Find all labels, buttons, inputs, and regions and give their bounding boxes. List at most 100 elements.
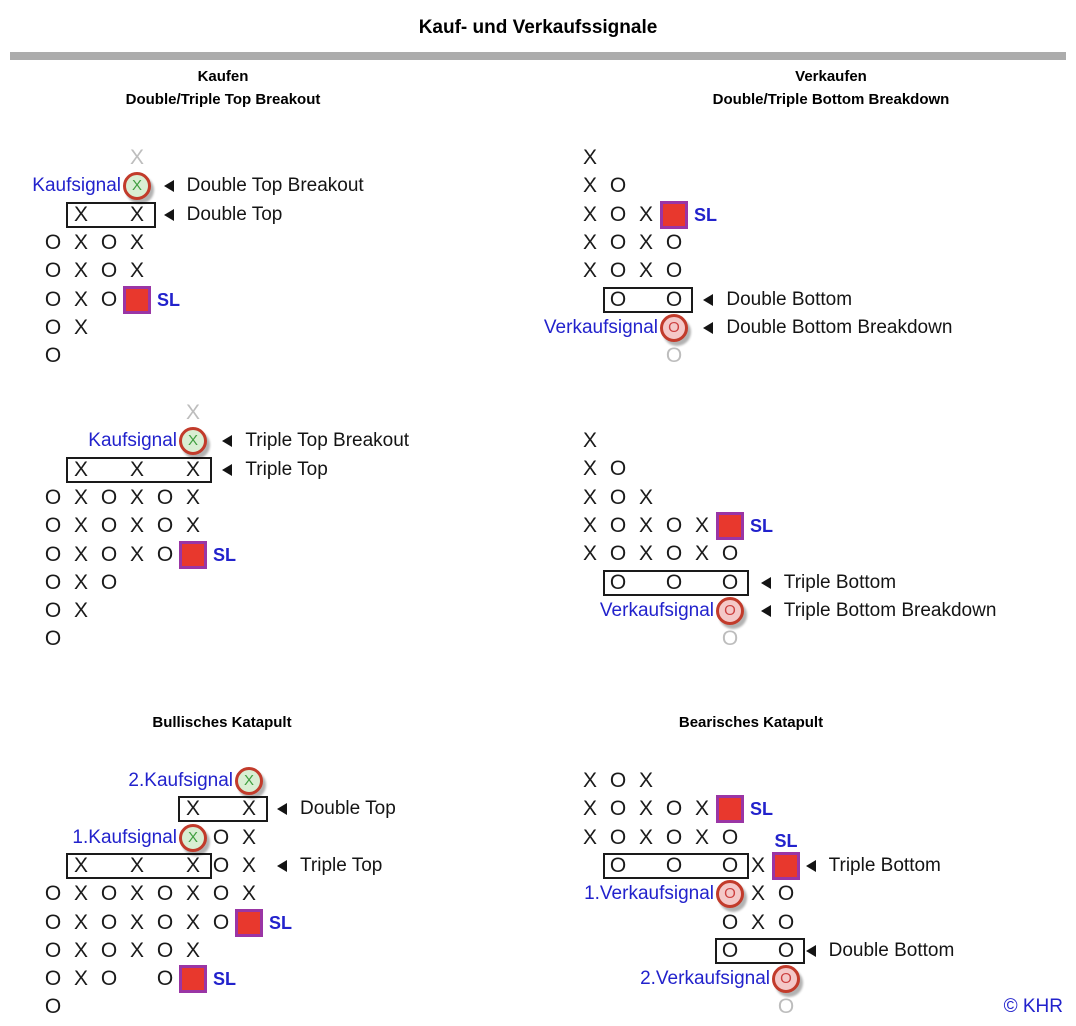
pf-x-glyph: X xyxy=(185,853,200,877)
pf-o-glyph: O xyxy=(665,825,683,849)
pf-o-glyph: O xyxy=(721,853,739,877)
pf-o-glyph: O xyxy=(44,967,62,991)
pf-o-glyph: O xyxy=(100,287,118,311)
pf-o-glyph: O xyxy=(609,174,627,198)
pf-o-glyph: O xyxy=(665,230,683,254)
bullish-catapult-header: Bullisches Katapult xyxy=(152,714,292,731)
arrow-left-icon xyxy=(805,859,816,872)
pf-o-glyph: O xyxy=(100,485,118,509)
pf-o-glyph: O xyxy=(156,542,174,566)
pf-o-glyph: O xyxy=(156,910,174,934)
pf-x-glyph: X xyxy=(73,853,88,877)
pf-x-glyph: X xyxy=(694,797,709,821)
pf-o-glyph: O xyxy=(100,570,118,594)
pf-o-glyph: O xyxy=(44,910,62,934)
pf-o-glyph: O xyxy=(609,542,627,566)
pf-o-glyph: O xyxy=(665,542,683,566)
note-label: Triple Bottom xyxy=(828,854,941,876)
buy-section-header: Kaufen Double/Triple Top Breakout xyxy=(23,65,423,111)
stop-loss-square xyxy=(716,795,744,824)
stop-loss-label: SL xyxy=(157,289,181,310)
pf-x-glyph: X xyxy=(638,230,653,254)
arrow-left-icon xyxy=(163,180,174,193)
stop-loss-label: SL xyxy=(774,830,798,851)
pf-o-glyph: O xyxy=(156,882,174,906)
signal-label: Verkaufsignal xyxy=(543,316,658,338)
pattern-box xyxy=(715,937,805,964)
arrow-left-icon xyxy=(222,435,233,448)
sell-signal-marker: O xyxy=(716,880,744,909)
pf-o-glyph: O xyxy=(44,259,62,283)
pf-o-glyph: O xyxy=(44,485,62,509)
pf-x-glyph: X xyxy=(129,938,144,962)
pf-o-glyph: O xyxy=(721,938,739,962)
buy-signal-marker: X xyxy=(179,427,207,456)
pf-o-glyph: O xyxy=(721,542,739,566)
note-label: Triple Top xyxy=(245,458,328,480)
arrow-left-icon xyxy=(805,944,816,957)
stop-loss-square xyxy=(179,965,207,994)
pf-o-glyph: O xyxy=(156,967,174,991)
pf-x-glyph: X xyxy=(129,259,144,283)
pf-x-glyph: X xyxy=(582,797,597,821)
pf-x-glyph: X xyxy=(582,485,597,509)
pf-x-glyph: X xyxy=(582,769,597,792)
sell-signal-marker: O xyxy=(716,596,744,625)
pf-o-glyph-faded: O xyxy=(777,995,795,1019)
pf-o-glyph: O xyxy=(100,938,118,962)
pf-x-glyph: X xyxy=(638,769,653,792)
pf-x-glyph: X xyxy=(582,202,597,226)
pf-x-glyph: X xyxy=(73,514,88,538)
pattern-box xyxy=(66,852,212,879)
pf-x-glyph: X xyxy=(73,315,88,339)
pf-x-glyph: X xyxy=(73,910,88,934)
pattern-box xyxy=(66,201,156,228)
arrow-left-icon xyxy=(277,859,287,872)
stop-loss-label: SL xyxy=(750,799,774,820)
note-label: Triple Top Breakout xyxy=(245,430,410,452)
pf-x-glyph: X xyxy=(73,259,88,283)
stop-loss-label: SL xyxy=(269,912,293,933)
pf-o-glyph: O xyxy=(609,202,627,226)
arrow-left-icon xyxy=(163,208,174,221)
pf-o-glyph: O xyxy=(156,514,174,538)
note-label: Triple Bottom xyxy=(783,571,897,593)
arrow-left-icon xyxy=(760,604,771,617)
pf-x-glyph: X xyxy=(129,485,144,509)
pf-x-glyph: X xyxy=(638,797,653,821)
pf-x-glyph: X xyxy=(694,513,709,537)
pf-o-glyph: O xyxy=(609,485,627,509)
stop-loss-label: SL xyxy=(213,544,237,565)
pattern-box xyxy=(603,286,693,313)
pf-x-glyph: X xyxy=(241,882,256,906)
pf-o-glyph: O xyxy=(777,882,795,906)
arrow-left-icon xyxy=(760,576,771,589)
pf-o-glyph: O xyxy=(44,599,62,623)
pf-o-glyph: O xyxy=(100,910,118,934)
pf-x-glyph: X xyxy=(73,202,88,226)
pf-o-glyph: O xyxy=(609,570,627,594)
buy-header-line2: Double/Triple Top Breakout xyxy=(125,91,321,108)
pf-o-glyph: O xyxy=(609,513,627,537)
signal-label: 1.Kaufsignal xyxy=(72,826,177,848)
buy-signal-marker: X xyxy=(235,767,263,795)
stop-loss-square xyxy=(123,285,151,314)
pf-o-glyph: O xyxy=(665,853,683,877)
note-label: Triple Top xyxy=(300,854,383,876)
pf-x-glyph: X xyxy=(73,230,88,254)
pattern-box xyxy=(603,852,749,879)
pf-o-glyph: O xyxy=(212,910,230,934)
pf-x-glyph: X xyxy=(582,429,597,452)
stop-loss-label: SL xyxy=(694,204,718,225)
pf-x-glyph: X xyxy=(73,938,88,962)
pf-o-glyph: O xyxy=(100,259,118,283)
pf-x-glyph: X xyxy=(582,146,597,169)
pf-o-glyph: O xyxy=(44,344,62,368)
signal-label: Verkaufsignal xyxy=(599,599,714,621)
pf-x-glyph: X xyxy=(185,938,200,962)
pf-x-glyph: X xyxy=(638,485,653,509)
pf-x-glyph: X xyxy=(73,457,88,481)
sell-header-line2: Double/Triple Bottom Breakdown xyxy=(712,91,950,108)
pattern-box xyxy=(603,569,749,596)
note-label: Double Top xyxy=(300,798,396,820)
